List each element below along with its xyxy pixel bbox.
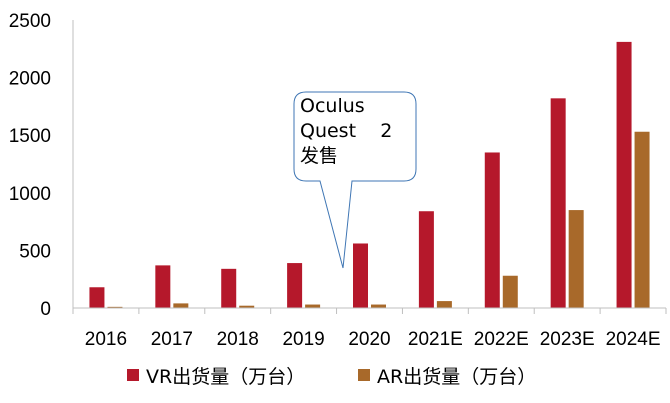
vr-bar-2016 [89, 287, 105, 308]
vr-bar-2021E [418, 211, 434, 308]
ar-bar-2016 [107, 306, 123, 308]
y-tick-label: 1500 [9, 126, 51, 147]
annotation-line-3: 发售 [300, 145, 339, 167]
annotation-text: Oculus Quest 2 发售 [300, 94, 420, 169]
legend-label-ar: AR出货量（万台） [377, 366, 536, 388]
ar-bar-2018 [239, 305, 255, 308]
vr-bar-2020 [353, 243, 368, 308]
ar-bar-2017 [173, 303, 189, 308]
y-tick-label: 0 [40, 299, 51, 320]
x-tick-label: 2023E [540, 329, 595, 350]
x-tick-label: 2019 [282, 329, 324, 350]
vr-bar-2024E [616, 41, 632, 308]
x-tick-label: 2024E [606, 329, 661, 350]
ar-bar-2024E [634, 131, 650, 308]
annotation-line-2: Quest 2 [300, 120, 393, 142]
legend-swatch-ar [358, 369, 370, 381]
x-tick-label: 2020 [348, 329, 390, 350]
y-tick-label: 2000 [9, 69, 51, 90]
legend-swatch-vr [127, 369, 139, 381]
vr-bar-2018 [221, 268, 237, 308]
x-tick-label: 2022E [474, 329, 529, 350]
ar-bar-2023E [568, 210, 584, 308]
ar-bar-2019 [305, 304, 321, 308]
x-tick-label: 2016 [85, 329, 127, 350]
vr-bar-2023E [550, 98, 566, 308]
y-axis-ticks: 0 500 1000 1500 2000 2500 [9, 11, 51, 320]
vr-bar-2022E [484, 152, 500, 308]
legend: VR出货量（万台） AR出货量（万台） [127, 366, 536, 388]
ar-bar-2021E [436, 301, 452, 308]
y-tick-label: 2500 [9, 11, 51, 32]
y-tick-label: 1000 [9, 184, 51, 205]
vr-bar-2019 [287, 263, 303, 308]
x-tick-label: 2018 [217, 329, 259, 350]
y-tick-label: 500 [19, 241, 51, 262]
x-tick-label: 2021E [408, 329, 463, 350]
x-tick-label: 2017 [151, 329, 193, 350]
ar-bar-2022E [502, 275, 518, 308]
x-axis-ticks: 2016 2017 2018 2019 2020 2021E 2022E 2023E 2024E [72, 308, 667, 350]
ar-bar-2020 [371, 304, 386, 308]
vr-bar-2017 [155, 265, 171, 308]
legend-label-vr: VR出货量（万台） [146, 366, 305, 388]
bars-group [89, 41, 650, 308]
annotation-callout [293, 91, 417, 269]
annotation-line-1: Oculus [300, 95, 365, 117]
